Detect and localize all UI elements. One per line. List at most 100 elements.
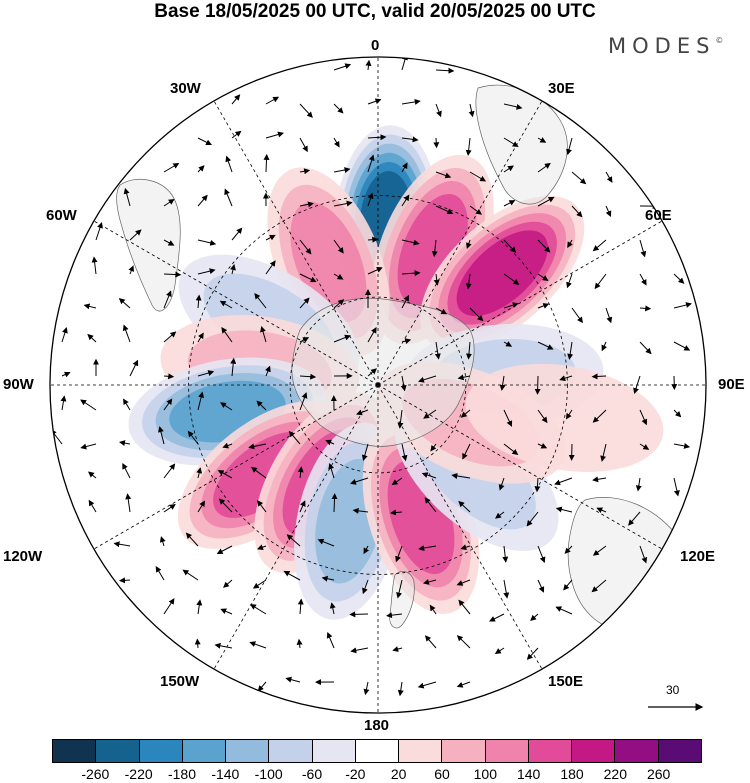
wind-vector: [220, 402, 233, 411]
wind-vector: [119, 440, 131, 447]
meridian-line: [213, 384, 379, 670]
wind-vector: [435, 103, 442, 118]
wind-vector: [222, 442, 233, 449]
wind-vector: [673, 341, 691, 351]
wind-vector: [559, 375, 573, 382]
wind-vector: [349, 611, 369, 618]
wind-vector: [534, 477, 541, 493]
wind-vector: [592, 409, 607, 423]
wind-vector: [333, 273, 344, 280]
wind-vector: [118, 298, 131, 309]
colorbar-swatch: [528, 740, 573, 762]
wind-vector: [231, 130, 242, 139]
wind-vector: [257, 544, 267, 551]
south-america: [116, 179, 181, 312]
lon-label-90e: 90E: [718, 376, 745, 393]
lon-label-30e: 30E: [548, 80, 575, 97]
wind-vector: [299, 137, 308, 153]
wind-vector: [163, 162, 180, 173]
wind-vector: [365, 59, 372, 71]
wind-vector: [605, 171, 613, 183]
colorbar: [52, 739, 702, 763]
wind-vector: [465, 273, 472, 290]
wind-vector: [217, 470, 233, 479]
colorbar-tick-label: -220: [124, 766, 153, 782]
wind-vector: [503, 443, 519, 456]
lon-label-0: 0: [371, 37, 380, 54]
colorbar-tick-label: -60: [301, 766, 323, 782]
wind-vector: [129, 229, 142, 241]
map-boundary: [49, 56, 707, 714]
wind-vector: [639, 239, 647, 258]
wind-vector: [571, 307, 583, 324]
wind-vector: [435, 171, 452, 179]
wind-vector: [350, 647, 369, 654]
wind-vector: [197, 165, 205, 173]
wind-vector: [503, 302, 519, 309]
wind-vector: [565, 409, 573, 420]
wind-vector: [401, 162, 408, 173]
colorbar-tick-label: -100: [254, 766, 283, 782]
wind-vector: [460, 409, 471, 418]
wind-vector: [257, 681, 267, 692]
wind-vector: [386, 612, 403, 619]
wind-vector: [224, 188, 233, 207]
wind-vector: [502, 545, 509, 563]
wind-vector: [555, 606, 573, 615]
wind-vector: [125, 493, 132, 513]
modes-logo: MODES©: [608, 34, 723, 58]
wind-vector: [367, 327, 377, 343]
wind-vector: [429, 604, 437, 615]
wind-vector: [567, 341, 574, 360]
colorbar-swatch: [442, 740, 486, 762]
wind-vector: [600, 443, 607, 462]
wind-vector: [283, 570, 301, 581]
wind-vector: [350, 477, 369, 485]
wind-vector: [468, 103, 475, 118]
colorbar-swatch: [572, 740, 616, 762]
meridian-line: [377, 384, 663, 550]
wind-vector: [299, 297, 310, 309]
wind-vector: [230, 357, 237, 377]
wind-vector: [123, 187, 131, 207]
wind-vector: [321, 575, 335, 582]
wind-vector: [367, 368, 377, 377]
meridian-line: [377, 384, 543, 670]
wind-vector: [465, 137, 472, 156]
wind-vector: [185, 532, 199, 547]
wind-vector: [498, 477, 505, 491]
wind-vector: [424, 635, 437, 649]
wind-vector: [639, 273, 647, 286]
wind-vector: [434, 341, 441, 360]
wind-vector: [526, 647, 539, 660]
colorbar-swatch: [658, 740, 701, 762]
wind-vector: [466, 239, 472, 249]
wind-vector: [317, 538, 335, 547]
wind-vector: [397, 409, 404, 429]
wind-vector: [430, 443, 437, 452]
wind-vector: [537, 409, 548, 424]
wind-vector: [457, 374, 471, 381]
wind-vector: [260, 325, 267, 343]
wind-vector: [421, 472, 437, 479]
wind-vector: [363, 545, 370, 555]
wind-vector: [299, 337, 310, 343]
anomaly-contour: [465, 363, 664, 472]
lon-label-90w: 90W: [3, 376, 34, 393]
wind-vector: [537, 303, 550, 309]
wind-vector: [673, 302, 692, 309]
wind-vector: [187, 430, 199, 445]
wind-vector: [566, 273, 573, 289]
wind-vector: [592, 545, 607, 556]
wind-vector: [80, 399, 97, 411]
colorbar-swatch: [269, 740, 313, 762]
wind-vector: [362, 579, 369, 595]
wind-vector: [628, 511, 641, 526]
meridian-line: [93, 220, 379, 386]
wind-vector: [435, 307, 448, 315]
wind-vector: [591, 579, 607, 593]
wind-vector: [469, 205, 483, 215]
wind-vector: [163, 290, 172, 309]
wind-vector: [401, 98, 421, 105]
wind-vector: [639, 341, 652, 355]
